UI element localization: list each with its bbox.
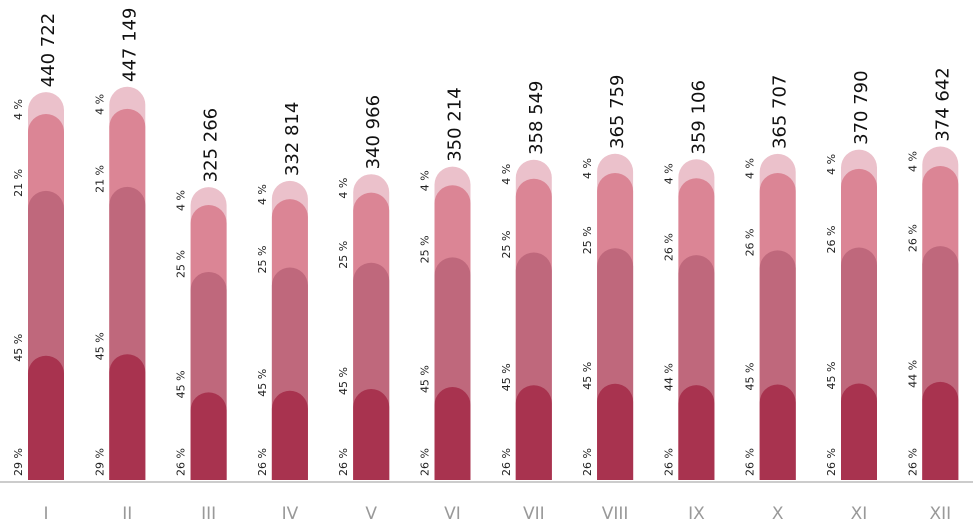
segment-label: 26 % bbox=[906, 224, 919, 252]
bar-segment bbox=[678, 385, 715, 480]
segment-label: 45 % bbox=[93, 332, 106, 360]
total-label: 374 642 bbox=[932, 67, 953, 141]
segment-label: 4 % bbox=[744, 158, 757, 179]
x-tick-label: I bbox=[43, 504, 48, 523]
bar-segment bbox=[597, 383, 634, 480]
segment-label: 26 % bbox=[825, 226, 838, 254]
bar-segment bbox=[271, 390, 308, 480]
segment-label: 26 % bbox=[175, 448, 188, 476]
bar-segment bbox=[841, 383, 877, 480]
segment-label: 26 % bbox=[744, 448, 757, 476]
segment-label: 45 % bbox=[175, 370, 188, 398]
segment-label: 4 % bbox=[825, 154, 838, 175]
total-label: 340 966 bbox=[363, 95, 384, 169]
segment-label: 26 % bbox=[825, 448, 838, 476]
segment-label: 4 % bbox=[337, 178, 350, 199]
segment-label: 4 % bbox=[419, 170, 432, 191]
bar-segment bbox=[922, 381, 959, 480]
segment-label: 29 % bbox=[12, 448, 25, 476]
segment-label: 26 % bbox=[419, 448, 432, 476]
segment-label: 25 % bbox=[581, 226, 594, 254]
total-label: 358 549 bbox=[526, 80, 547, 154]
total-label: 370 790 bbox=[851, 70, 872, 144]
segment-label: 29 % bbox=[93, 448, 106, 476]
segment-label: 26 % bbox=[500, 448, 513, 476]
segment-label: 25 % bbox=[175, 250, 188, 278]
x-tick-label: VIII bbox=[602, 504, 629, 523]
segment-label: 26 % bbox=[256, 448, 269, 476]
segment-label: 4 % bbox=[581, 158, 594, 179]
segment-label: 4 % bbox=[662, 163, 675, 184]
segment-label: 21 % bbox=[93, 165, 106, 193]
x-tick-label: XI bbox=[851, 504, 868, 523]
bar-segment bbox=[353, 389, 390, 480]
segment-label: 45 % bbox=[581, 362, 594, 390]
segment-label: 4 % bbox=[256, 184, 269, 205]
x-tick-label: XII bbox=[929, 504, 951, 523]
bar-segment bbox=[759, 384, 796, 480]
segment-label: 45 % bbox=[744, 363, 757, 391]
x-tick-label: II bbox=[122, 504, 132, 523]
total-label: 325 266 bbox=[201, 108, 222, 182]
total-label: 332 814 bbox=[282, 102, 303, 176]
segment-label: 4 % bbox=[500, 164, 513, 185]
bar-segment bbox=[515, 385, 552, 480]
total-label: 447 149 bbox=[119, 8, 140, 82]
x-tick-label: VI bbox=[444, 504, 461, 523]
segment-label: 25 % bbox=[500, 231, 513, 259]
segment-label: 4 % bbox=[906, 151, 919, 172]
segment-label: 45 % bbox=[256, 369, 269, 397]
x-tick-label: X bbox=[772, 504, 784, 523]
bar-segment bbox=[434, 387, 471, 480]
segment-label: 26 % bbox=[662, 448, 675, 476]
total-label: 359 106 bbox=[688, 80, 709, 154]
total-label: 440 722 bbox=[38, 13, 59, 87]
segment-label: 44 % bbox=[662, 363, 675, 391]
segment-label: 45 % bbox=[419, 365, 432, 393]
segment-label: 4 % bbox=[93, 94, 106, 115]
x-tick-label: IX bbox=[688, 504, 705, 523]
total-label: 350 214 bbox=[445, 87, 466, 161]
segment-label: 26 % bbox=[581, 448, 594, 476]
x-tick-label: VII bbox=[523, 504, 545, 523]
x-tick-label: III bbox=[201, 504, 216, 523]
segment-label: 26 % bbox=[744, 228, 757, 256]
segment-label: 4 % bbox=[12, 99, 25, 120]
total-label: 365 707 bbox=[770, 75, 791, 149]
segment-label: 25 % bbox=[419, 235, 432, 263]
segment-label: 25 % bbox=[337, 241, 350, 269]
segment-label: 25 % bbox=[256, 246, 269, 274]
bar-segment bbox=[109, 354, 146, 480]
x-tick-label: V bbox=[365, 504, 377, 523]
bar-segment bbox=[28, 355, 64, 480]
segment-label: 26 % bbox=[906, 448, 919, 476]
segment-label: 26 % bbox=[337, 448, 350, 476]
segment-label: 4 % bbox=[175, 190, 188, 211]
segment-label: 45 % bbox=[337, 367, 350, 395]
bar-segment bbox=[190, 392, 227, 480]
segment-label: 45 % bbox=[12, 334, 25, 362]
segment-label: 44 % bbox=[906, 360, 919, 388]
segment-label: 21 % bbox=[12, 169, 25, 197]
segment-label: 45 % bbox=[500, 363, 513, 391]
segment-label: 26 % bbox=[662, 233, 675, 261]
segment-label: 45 % bbox=[825, 361, 838, 389]
x-tick-label: IV bbox=[282, 504, 299, 523]
total-label: 365 759 bbox=[607, 75, 628, 149]
